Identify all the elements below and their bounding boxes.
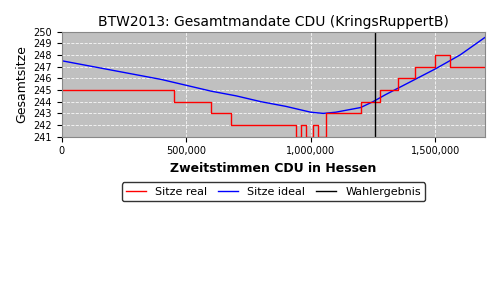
Sitze ideal bbox=[482, 36, 488, 39]
Sitze real bbox=[315, 135, 321, 139]
Sitze real bbox=[368, 100, 374, 103]
Sitze real bbox=[298, 123, 304, 127]
Sitze real bbox=[368, 100, 374, 103]
Sitze real bbox=[303, 123, 309, 127]
Sitze real bbox=[378, 100, 384, 103]
Sitze real bbox=[276, 123, 281, 127]
Sitze real bbox=[315, 123, 321, 127]
Sitze real bbox=[395, 76, 401, 80]
Sitze ideal bbox=[432, 67, 438, 71]
Sitze ideal bbox=[370, 100, 376, 103]
Sitze real bbox=[378, 88, 384, 92]
Sitze real bbox=[208, 100, 214, 103]
Sitze ideal bbox=[332, 110, 338, 114]
Sitze ideal bbox=[184, 83, 190, 87]
Sitze real bbox=[298, 135, 304, 139]
Sitze ideal bbox=[408, 80, 414, 84]
Sitze ideal bbox=[108, 68, 114, 72]
Sitze real bbox=[303, 135, 309, 139]
Sitze ideal bbox=[308, 110, 314, 114]
Sitze ideal bbox=[171, 81, 177, 84]
Sitze real bbox=[412, 65, 418, 68]
Sitze real bbox=[253, 123, 259, 127]
Legend: Sitze real, Sitze ideal, Wahlergebnis: Sitze real, Sitze ideal, Wahlergebnis bbox=[122, 182, 425, 201]
Sitze ideal bbox=[270, 102, 276, 106]
Sitze ideal bbox=[395, 86, 401, 90]
Sitze real bbox=[447, 53, 453, 57]
Line: Sitze real: Sitze real bbox=[62, 55, 485, 137]
Sitze real bbox=[276, 123, 281, 127]
Sitze real bbox=[228, 123, 234, 127]
Sitze real bbox=[322, 135, 328, 139]
Sitze real bbox=[432, 53, 438, 57]
Sitze ideal bbox=[121, 71, 127, 74]
Sitze ideal bbox=[146, 75, 152, 79]
Sitze real bbox=[208, 112, 214, 115]
Sitze ideal bbox=[444, 60, 450, 64]
Sitze ideal bbox=[96, 66, 102, 70]
Sitze real bbox=[447, 65, 453, 68]
Sitze ideal bbox=[72, 61, 78, 65]
Sitze ideal bbox=[59, 59, 65, 63]
Sitze real bbox=[395, 88, 401, 92]
Sitze real bbox=[253, 123, 259, 127]
Sitze real bbox=[310, 135, 316, 139]
Sitze real bbox=[358, 112, 364, 115]
Sitze real bbox=[293, 135, 299, 139]
Sitze real bbox=[310, 123, 316, 127]
Sitze real bbox=[328, 112, 334, 115]
X-axis label: Zweitstimmen CDU in Hessen: Zweitstimmen CDU in Hessen bbox=[170, 162, 376, 175]
Sitze ideal bbox=[320, 112, 326, 115]
Sitze ideal bbox=[420, 74, 426, 77]
Sitze ideal bbox=[296, 107, 302, 111]
Sitze real bbox=[328, 112, 334, 115]
Sitze ideal bbox=[246, 97, 252, 101]
Sitze ideal bbox=[233, 94, 239, 98]
Sitze ideal bbox=[382, 93, 388, 97]
Sitze real bbox=[59, 88, 65, 92]
Line: Sitze ideal: Sitze ideal bbox=[62, 38, 485, 113]
Y-axis label: Gesamtsitze: Gesamtsitze bbox=[15, 45, 28, 123]
Title: BTW2013: Gesamtmandate CDU (KringsRuppertB): BTW2013: Gesamtmandate CDU (KringsRupper… bbox=[98, 15, 449, 29]
Sitze real bbox=[171, 88, 177, 92]
Sitze ideal bbox=[158, 78, 164, 81]
Sitze ideal bbox=[134, 73, 140, 76]
Sitze real bbox=[482, 65, 488, 68]
Sitze real bbox=[432, 65, 438, 68]
Sitze ideal bbox=[470, 44, 476, 48]
Sitze real bbox=[322, 112, 328, 115]
Sitze real bbox=[412, 76, 418, 80]
Sitze ideal bbox=[220, 92, 226, 95]
Sitze real bbox=[358, 100, 364, 103]
Sitze ideal bbox=[345, 108, 351, 112]
Sitze real bbox=[293, 123, 299, 127]
Sitze ideal bbox=[358, 106, 364, 109]
Sitze ideal bbox=[84, 64, 90, 67]
Sitze real bbox=[171, 100, 177, 103]
Sitze ideal bbox=[283, 105, 289, 108]
Sitze real bbox=[228, 112, 234, 115]
Sitze ideal bbox=[196, 86, 202, 90]
Sitze ideal bbox=[208, 89, 214, 93]
Sitze ideal bbox=[258, 100, 264, 103]
Sitze ideal bbox=[457, 53, 463, 57]
